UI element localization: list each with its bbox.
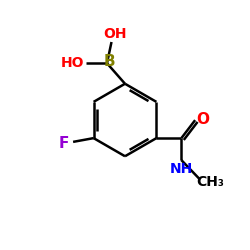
Text: F: F — [58, 136, 69, 150]
Text: NH: NH — [170, 162, 193, 176]
Text: CH₃: CH₃ — [196, 175, 224, 189]
Text: OH: OH — [103, 27, 126, 41]
Text: O: O — [196, 112, 209, 127]
Text: HO: HO — [61, 56, 84, 70]
Text: B: B — [103, 54, 115, 69]
